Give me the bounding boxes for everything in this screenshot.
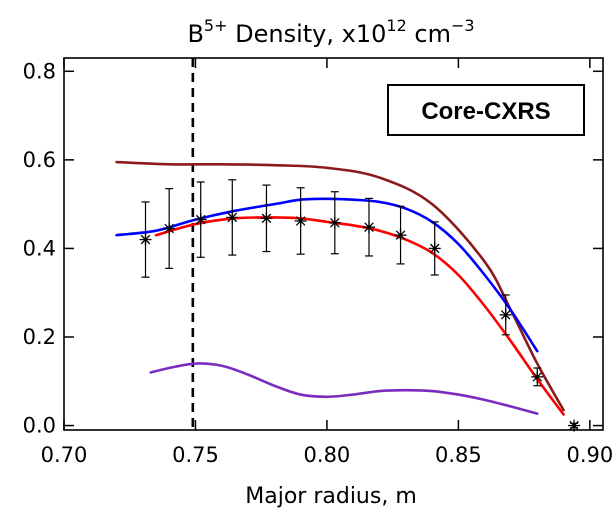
annotation-frame [387,84,585,136]
asterisk-marker [194,213,207,226]
y-tick-label: 0.2 [23,325,56,349]
asterisk-stroke [295,216,306,226]
asterisk-stroke [330,217,340,228]
series-line-3 [154,216,565,416]
y-tick-label: 0.4 [23,236,56,260]
asterisk-stroke [395,230,406,240]
asterisk-marker [394,229,407,242]
y-tick-label: 0.8 [23,59,56,83]
asterisk-marker [428,242,441,255]
x-tick-label: 0.75 [172,443,219,467]
chart-title-superscript: 5+ [204,16,228,35]
asterisk-stroke [569,420,579,431]
annotation-box: Core-CXRS [387,84,585,136]
asterisk-marker [499,308,512,321]
y-axis: 0.0 0.2 0.4 0.6 0.8 [23,59,603,438]
chart-title: B5+ Density, x1012 cm−3 [187,16,474,48]
measurement-points [139,179,581,432]
annotation-label: Core-CXRS [421,98,550,125]
asterisk-stroke [500,310,511,320]
asterisk-marker [294,214,307,227]
asterisk-marker [531,370,544,383]
chart-title-unit: cm [407,20,451,48]
series-line-4 [149,362,539,415]
asterisk-stroke [532,372,543,382]
asterisk-marker [260,212,273,225]
y-tick-label: 0.6 [23,148,56,172]
asterisk-stroke [429,243,440,254]
asterisk-marker [328,216,341,229]
y-tick-label: 0.0 [23,414,56,438]
chart-title-exponent: 12 [386,16,406,35]
x-axis-title: Major radius, m [245,484,417,509]
chart-title-base: B [187,20,203,48]
series-line-2 [115,197,539,353]
chart-title-middle: Density, x10 [228,20,387,48]
asterisk-stroke [140,234,151,245]
asterisk-marker [362,221,375,234]
chart-title-unit-exponent: −3 [451,16,475,35]
plot-content [115,58,581,432]
asterisk-marker [226,211,239,224]
x-tick-label: 0.80 [304,443,351,467]
asterisk-marker [139,233,152,246]
asterisk-marker [163,222,176,235]
plot-frame [63,57,604,431]
x-axis: 0.70 0.75 0.80 0.85 0.90 [41,58,613,467]
x-tick-label: 0.85 [435,443,482,467]
asterisk-stroke [195,214,206,225]
asterisk-stroke [364,222,374,232]
series-line-1 [115,160,565,412]
asterisk-stroke [164,223,174,234]
asterisk-stroke [261,213,272,224]
asterisk-stroke [227,212,238,223]
x-tick-label: 0.90 [566,443,613,467]
x-tick-label: 0.70 [41,443,88,467]
